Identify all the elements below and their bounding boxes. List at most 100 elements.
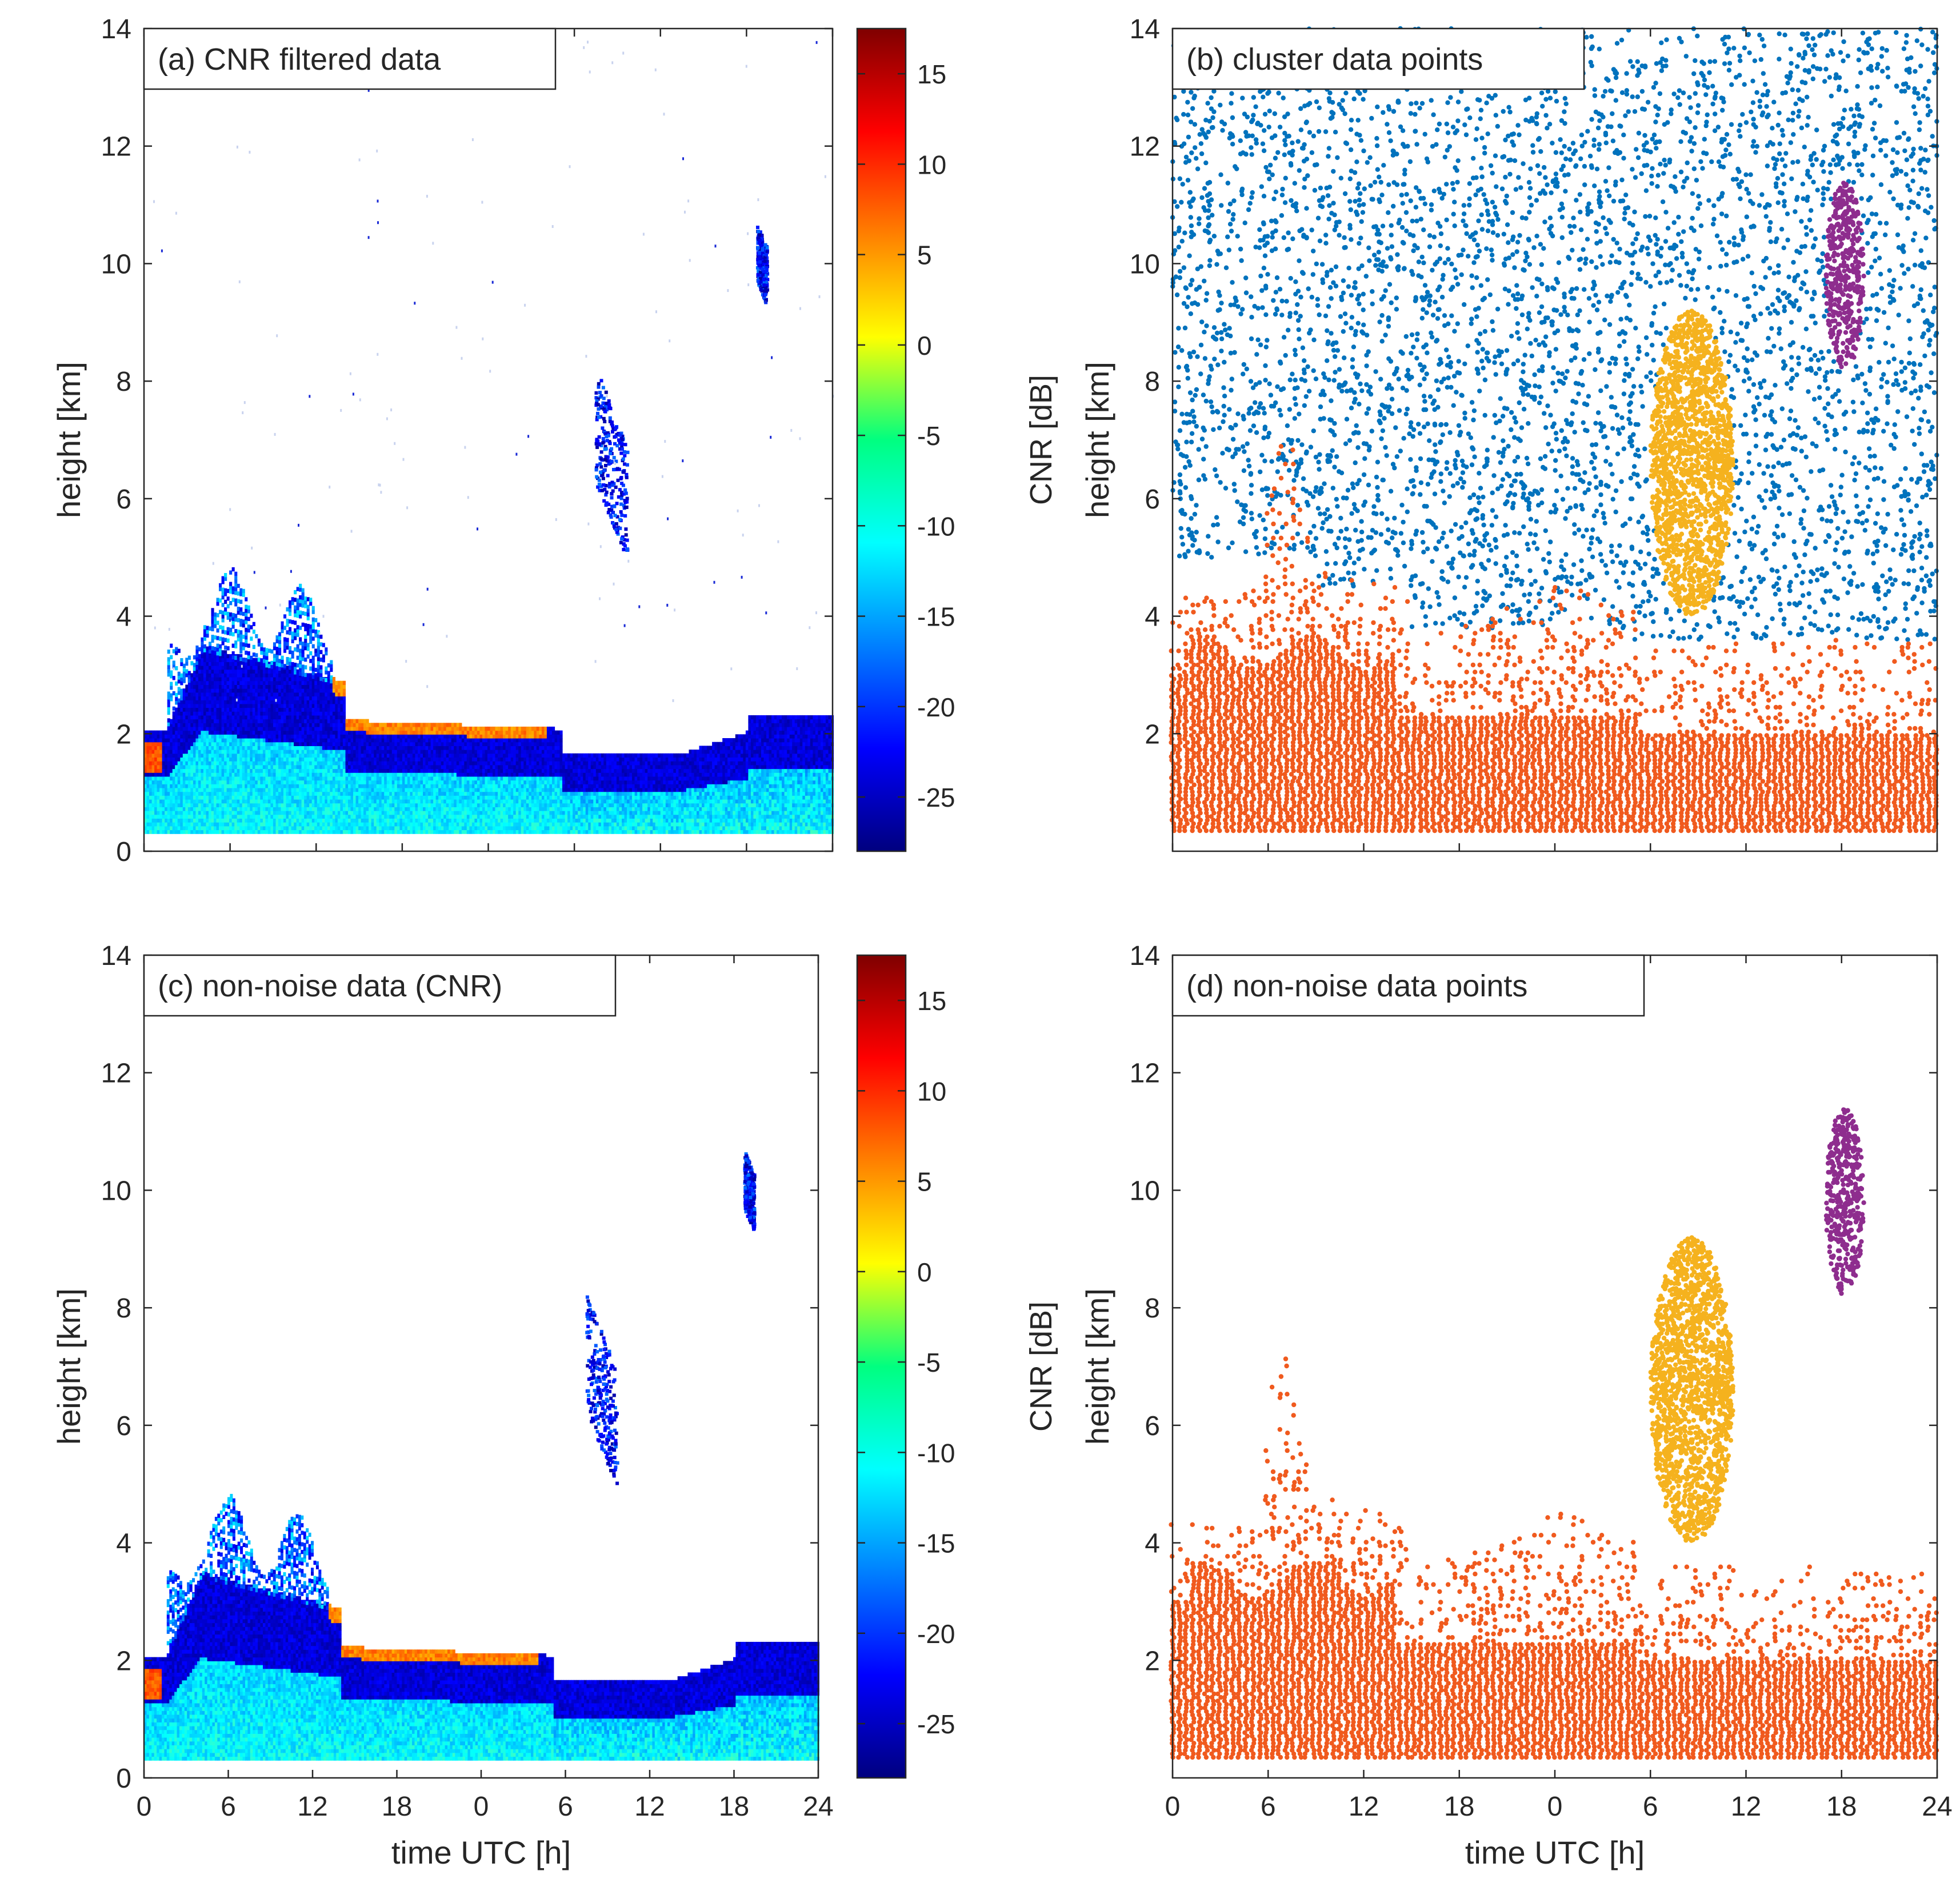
heat-cell [294, 822, 297, 826]
heat-cell [198, 788, 201, 792]
heat-cell [152, 742, 155, 746]
heat-cell [309, 624, 312, 628]
heat-cell [154, 780, 157, 784]
heat-cell [224, 727, 227, 731]
heat-cell [232, 700, 235, 704]
heat-cell [369, 761, 371, 765]
heat-cell [356, 734, 359, 738]
heat-cell [289, 799, 291, 803]
heat-cell [239, 600, 242, 604]
heat-cell [322, 658, 325, 662]
heat-cell [418, 734, 421, 738]
heat-cell [211, 616, 214, 620]
heat-cell [457, 830, 459, 834]
heat-cell [389, 731, 392, 735]
heat-cell [363, 792, 366, 796]
heat-cell [209, 719, 211, 723]
heat-cell [217, 670, 219, 674]
heat-cell [260, 708, 263, 712]
heat-cell [173, 738, 175, 742]
heat-cell [410, 746, 413, 750]
heat-cell [211, 623, 214, 627]
heat-cell [297, 670, 299, 674]
heat-cell [219, 727, 222, 731]
heat-cell [180, 662, 183, 666]
heat-cell [314, 788, 317, 792]
heat-cell [307, 750, 310, 754]
heat-cell [307, 624, 310, 628]
heat-cell [343, 830, 346, 834]
heat-cell [260, 818, 263, 822]
heat-cell [268, 704, 271, 708]
heat-cell [159, 826, 162, 830]
heat-cell [217, 811, 219, 815]
heat-cell [410, 734, 413, 738]
heat-cell [239, 692, 242, 696]
heat-cell [431, 818, 434, 822]
heat-cell [309, 628, 312, 632]
heat-cell [211, 708, 214, 712]
heat-cell [219, 636, 222, 640]
heat-cell [366, 742, 369, 746]
heat-cell [242, 792, 245, 796]
heat-cell [219, 673, 222, 677]
heat-cell [392, 799, 395, 803]
heat-cell [363, 826, 366, 830]
heat-cell [227, 731, 230, 735]
heat-cell [322, 807, 325, 811]
heat-cell [185, 769, 188, 773]
heat-cell [361, 811, 364, 815]
heat-cell [405, 799, 407, 803]
heat-cell [154, 830, 157, 834]
heat-cell [302, 799, 305, 803]
heat-cell [180, 692, 183, 696]
heat-cell [219, 700, 222, 704]
heat-cell [369, 769, 371, 773]
heat-cell [399, 807, 402, 811]
heat-cell [304, 742, 307, 746]
heat-cell [413, 734, 415, 738]
heat-cell [433, 784, 436, 788]
heat-cell [242, 704, 245, 708]
heat-cell [206, 799, 209, 803]
heat-cell [195, 704, 198, 708]
heat-cell [273, 708, 276, 712]
heat-cell [418, 795, 421, 799]
heat-cell [283, 677, 286, 681]
heat-cell [327, 769, 330, 773]
heat-cell [165, 769, 167, 773]
heat-cell [314, 696, 317, 700]
heat-cell [149, 769, 152, 773]
heat-cell [209, 704, 211, 708]
heat-cell [222, 830, 225, 834]
heat-cell [407, 742, 410, 746]
heat-cell [214, 780, 217, 784]
heat-cell [247, 822, 250, 826]
heat-cell [229, 723, 232, 727]
heat-cell [203, 629, 206, 633]
heat-cell [209, 761, 211, 765]
heat-cell [402, 772, 405, 776]
heat-cell [297, 738, 299, 742]
heat-cell [413, 761, 415, 765]
heat-cell [377, 807, 379, 811]
heat-cell [190, 776, 193, 780]
heat-cell [170, 815, 173, 819]
heat-cell [265, 769, 268, 773]
heat-cell [242, 830, 245, 834]
heat-cell [369, 815, 371, 819]
heat-cell [426, 750, 429, 754]
heat-cell [438, 807, 441, 811]
heat-cell [201, 715, 203, 719]
heat-cell [227, 666, 230, 670]
heat-cell [449, 731, 451, 735]
heat-cell [312, 731, 315, 735]
heat-cell [167, 746, 170, 750]
heat-cell [175, 815, 178, 819]
heat-cell [185, 711, 188, 715]
heat-cell [327, 723, 330, 727]
heat-cell [387, 734, 390, 738]
heat-cell [369, 780, 371, 784]
heat-cell [322, 696, 325, 700]
heat-cell [330, 811, 333, 815]
